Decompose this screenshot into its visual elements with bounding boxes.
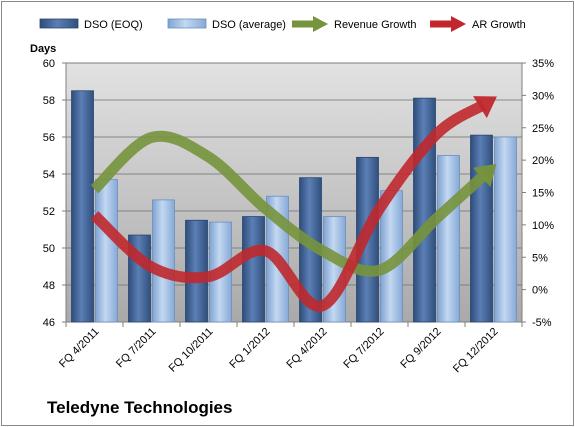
y-tick-label: 54	[43, 169, 55, 181]
y2-tick-label: 25%	[532, 123, 554, 135]
y-tick-label: 46	[43, 317, 55, 329]
legend-label: DSO (average)	[212, 19, 286, 31]
legend-swatch	[39, 18, 79, 29]
legend-swatch	[167, 18, 207, 29]
y-tick-label: 50	[43, 243, 55, 255]
bar	[71, 90, 94, 323]
bar	[437, 155, 460, 323]
legend-swatch-arrowhead	[313, 16, 328, 32]
x-tick-label: FQ 7/2012	[341, 326, 386, 371]
y2-tick-label: 35%	[532, 58, 554, 70]
y2-tick-label: 30%	[532, 90, 554, 102]
x-tick-label: FQ 1/2012	[227, 326, 272, 371]
x-tick-label: FQ 12/2012	[451, 326, 501, 376]
revenue-growth-arrowhead	[472, 163, 497, 187]
bar	[494, 136, 517, 323]
y2-tick-label: 20%	[532, 155, 554, 167]
lines-group	[90, 96, 497, 312]
y2-tick-label: 0%	[532, 285, 548, 297]
y-tick-label: 56	[43, 132, 55, 144]
x-tick-label: FQ 4/2012	[284, 326, 329, 371]
y-tick-label: 52	[43, 206, 55, 218]
y-tick-label: 58	[43, 95, 55, 107]
y2-tick-label: 5%	[532, 252, 548, 264]
chart-title: Teledyne Technologies	[47, 398, 233, 417]
legend-label: AR Growth	[472, 19, 526, 31]
ar-growth-arrowhead	[473, 96, 497, 119]
bar	[185, 219, 208, 323]
y2-tick-label: 15%	[532, 188, 554, 200]
bar	[152, 199, 175, 323]
y2-tick-label: -5%	[532, 317, 552, 329]
y-tick-label: 48	[43, 280, 55, 292]
y-tick-label: 60	[43, 58, 55, 70]
bar	[95, 179, 118, 323]
legend-label: DSO (EOQ)	[84, 19, 143, 31]
x-tick-label: FQ 9/2012	[398, 326, 443, 371]
bar	[470, 134, 493, 323]
x-tick-label: FQ 10/2011	[167, 326, 216, 375]
y-axis-label: Days	[30, 43, 56, 55]
ar-growth-line	[90, 100, 487, 312]
legend-label: Revenue Growth	[334, 19, 417, 31]
x-tick-label: FQ 7/2011	[114, 326, 159, 371]
y2-tick-label: 10%	[532, 220, 554, 232]
legend-swatch-arrowhead	[451, 16, 466, 32]
legend: DSO (EOQ) DSO (average) Revenue Growth AR G…	[39, 16, 526, 32]
x-tick-label: FQ 4/2011	[57, 326, 102, 371]
revenue-growth-line	[90, 130, 489, 277]
bar	[242, 216, 265, 323]
